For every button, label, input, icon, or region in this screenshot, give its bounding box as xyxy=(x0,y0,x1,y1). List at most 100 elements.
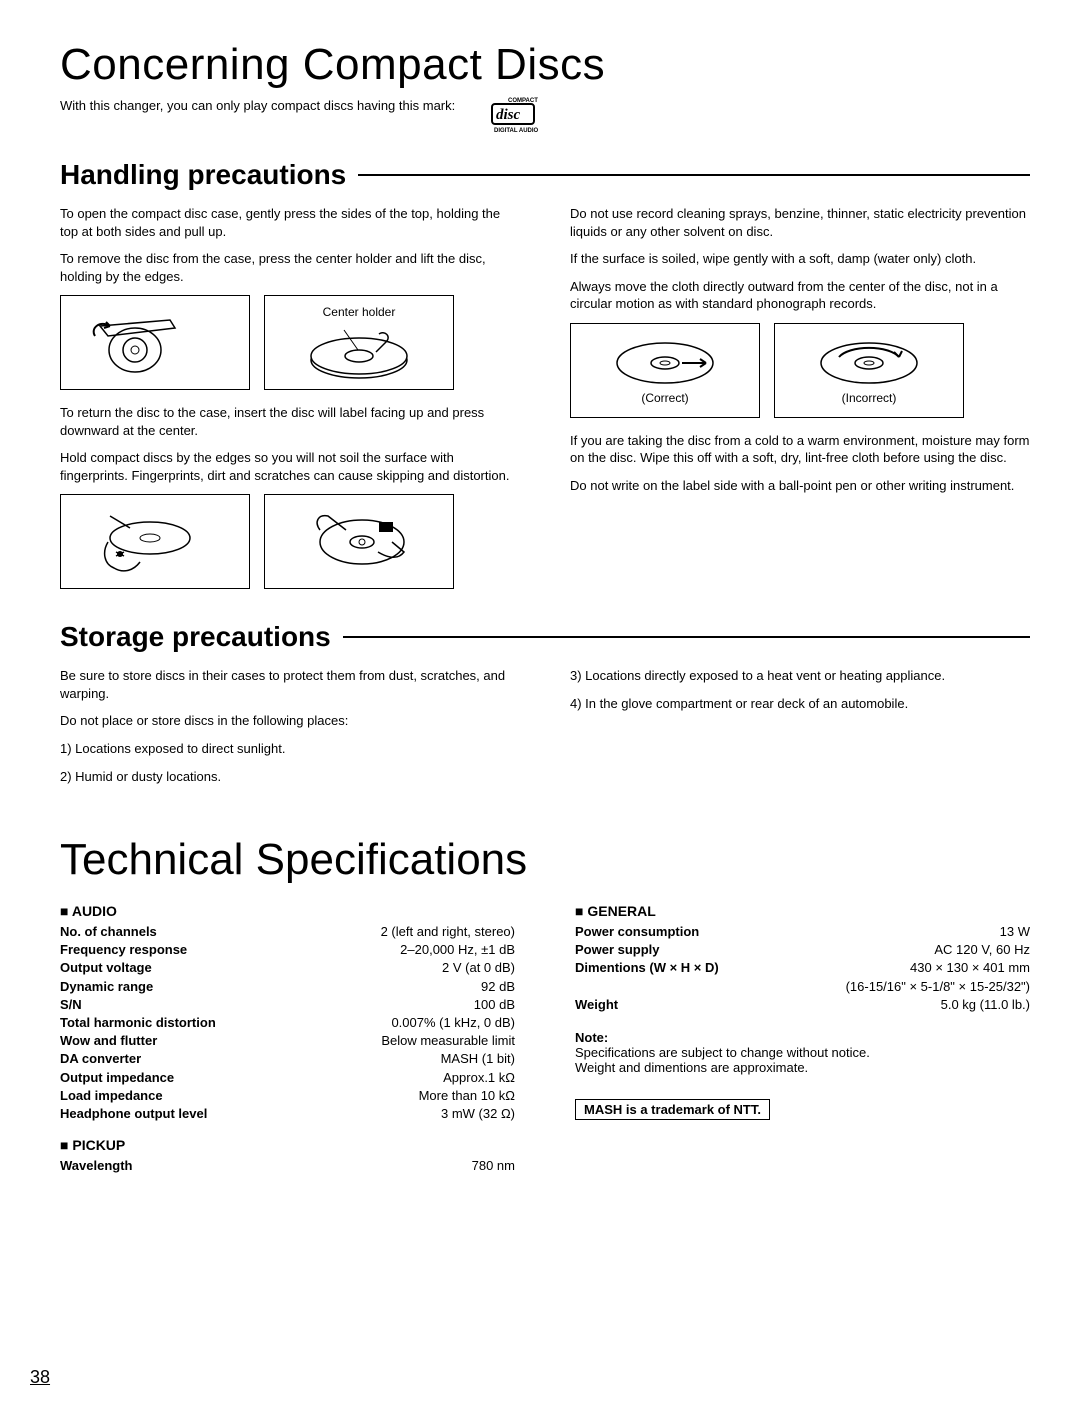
text: To open the compact disc case, gently pr… xyxy=(60,205,520,240)
storage-heading: Storage precautions xyxy=(60,621,331,653)
illustration-correct-wipe: (Correct) xyxy=(570,323,760,418)
spec-row: Headphone output level 3 mW (32 Ω) xyxy=(60,1105,515,1123)
spec-value: 780 nm xyxy=(472,1157,515,1175)
intro-row: With this changer, you can only play com… xyxy=(60,98,1030,139)
spec-value: MASH (1 bit) xyxy=(441,1050,515,1068)
storage-right-col: 3) Locations directly exposed to a heat … xyxy=(570,667,1030,795)
illustration-open-case xyxy=(60,295,250,390)
spec-value: 2 V (at 0 dB) xyxy=(442,959,515,977)
spec-row: S/N 100 dB xyxy=(60,996,515,1014)
illustration-row: (Correct) (Incorrect) xyxy=(570,323,1030,418)
spec-label: Output impedance xyxy=(60,1069,174,1087)
handling-columns: To open the compact disc case, gently pr… xyxy=(60,205,1030,603)
spec-value: 0.007% (1 kHz, 0 dB) xyxy=(391,1014,515,1032)
center-holder-label: Center holder xyxy=(323,304,396,320)
spec-label: DA converter xyxy=(60,1050,141,1068)
spec-label: Headphone output level xyxy=(60,1105,207,1123)
spec-label: Wow and flutter xyxy=(60,1032,157,1050)
spec-row: Output voltage 2 V (at 0 dB) xyxy=(60,959,515,977)
text: If the surface is soiled, wipe gently wi… xyxy=(570,250,1030,268)
trademark-box: MASH is a trademark of NTT. xyxy=(575,1099,770,1120)
spec-label: Wavelength xyxy=(60,1157,132,1175)
spec-label: S/N xyxy=(60,996,82,1014)
spec-row: (16-15/16" × 5-1/8" × 15-25/32") xyxy=(575,978,1030,996)
spec-label: Total harmonic distortion xyxy=(60,1014,216,1032)
spec-value: Approx.1 kΩ xyxy=(443,1069,515,1087)
spec-label: Power consumption xyxy=(575,923,699,941)
list-item: 2) Humid or dusty locations. xyxy=(60,768,520,786)
audio-heading: AUDIO xyxy=(60,903,515,919)
illustration-row: Center holder xyxy=(60,295,520,390)
text: Hold compact discs by the edges so you w… xyxy=(60,449,520,484)
svg-text:DIGITAL AUDIO: DIGITAL AUDIO xyxy=(494,128,539,134)
spec-value: 2 (left and right, stereo) xyxy=(381,923,515,941)
text: To return the disc to the case, insert t… xyxy=(60,404,520,439)
spec-row: Weight 5.0 kg (11.0 lb.) xyxy=(575,996,1030,1014)
spec-row: No. of channels 2 (left and right, stereo… xyxy=(60,923,515,941)
storage-header: Storage precautions xyxy=(60,621,1030,653)
spec-row: Dynamic range 92 dB xyxy=(60,978,515,996)
text: Do not write on the label side with a ba… xyxy=(570,477,1030,495)
page-title: Concerning Compact Discs xyxy=(60,40,1030,90)
spec-value: 92 dB xyxy=(481,978,515,996)
svg-text:disc: disc xyxy=(496,107,521,123)
storage-left-col: Be sure to store discs in their cases to… xyxy=(60,667,520,795)
spec-value: 3 mW (32 Ω) xyxy=(441,1105,515,1123)
text: Do not place or store discs in the follo… xyxy=(60,712,520,730)
list-item: 1) Locations exposed to direct sunlight. xyxy=(60,740,520,758)
spec-row: Wow and flutter Below measurable limit xyxy=(60,1032,515,1050)
handling-right-col: Do not use record cleaning sprays, benzi… xyxy=(570,205,1030,603)
spec-row: Total harmonic distortion 0.007% (1 kHz, … xyxy=(60,1014,515,1032)
spec-row: Load impedanceMore than 10 kΩ xyxy=(60,1087,515,1105)
spec-label: Weight xyxy=(575,996,618,1014)
spec-label: Dynamic range xyxy=(60,978,153,996)
spec-row: Power consumption13 W xyxy=(575,923,1030,941)
spec-row: DA converter MASH (1 bit) xyxy=(60,1050,515,1068)
correct-label: (Correct) xyxy=(641,390,688,406)
spec-value: Below measurable limit xyxy=(381,1032,515,1050)
spec-label: No. of channels xyxy=(60,923,157,941)
spec-label: Dimentions (W × H × D) xyxy=(575,959,719,977)
note-block: Note: Specifications are subject to chan… xyxy=(575,1030,1030,1075)
spec-row: Output impedance Approx.1 kΩ xyxy=(60,1069,515,1087)
handling-left-col: To open the compact disc case, gently pr… xyxy=(60,205,520,603)
general-heading: GENERAL xyxy=(575,903,1030,919)
text: To remove the disc from the case, press … xyxy=(60,250,520,285)
spec-value: More than 10 kΩ xyxy=(419,1087,515,1105)
spec-right-col: GENERAL Power consumption13 WPower suppl… xyxy=(575,895,1030,1175)
storage-columns: Be sure to store discs in their cases to… xyxy=(60,667,1030,795)
handling-header: Handling precautions xyxy=(60,159,1030,191)
text: Do not use record cleaning sprays, benzi… xyxy=(570,205,1030,240)
incorrect-label: (Incorrect) xyxy=(842,390,897,406)
list-item: 3) Locations directly exposed to a heat … xyxy=(570,667,1030,685)
spec-label: Output voltage xyxy=(60,959,152,977)
spec-value: (16-15/16" × 5-1/8" × 15-25/32") xyxy=(846,978,1030,996)
rule xyxy=(343,636,1030,638)
spec-row: Wavelength 780 nm xyxy=(60,1157,515,1175)
pickup-heading: PICKUP xyxy=(60,1137,515,1153)
illustration-hold-center xyxy=(264,494,454,589)
text: If you are taking the disc from a cold t… xyxy=(570,432,1030,467)
tech-title: Technical Specifications xyxy=(60,835,1030,885)
intro-text: With this changer, you can only play com… xyxy=(60,98,460,113)
illustration-center-holder: Center holder xyxy=(264,295,454,390)
page-number: 38 xyxy=(30,1367,50,1388)
note-title: Note: xyxy=(575,1030,1030,1045)
spec-row: Power supply AC 120 V, 60 Hz xyxy=(575,941,1030,959)
note-text: Weight and dimentions are approximate. xyxy=(575,1060,1030,1075)
spec-columns: AUDIO No. of channels 2 (left and right, … xyxy=(60,895,1030,1175)
spec-value: AC 120 V, 60 Hz xyxy=(934,941,1030,959)
note-text: Specifications are subject to change wit… xyxy=(575,1045,1030,1060)
list-item: 4) In the glove compartment or rear deck… xyxy=(570,695,1030,713)
rule xyxy=(358,174,1030,176)
text: Be sure to store discs in their cases to… xyxy=(60,667,520,702)
spec-value: 5.0 kg (11.0 lb.) xyxy=(941,996,1030,1014)
spec-value: 430 × 130 × 401 mm xyxy=(910,959,1030,977)
spec-row: Dimentions (W × H × D) 430 × 130 × 401 mm xyxy=(575,959,1030,977)
illustration-hold-edges xyxy=(60,494,250,589)
spec-label: Power supply xyxy=(575,941,660,959)
spec-value: 100 dB xyxy=(474,996,515,1014)
text: Always move the cloth directly outward f… xyxy=(570,278,1030,313)
spec-value: 2–20,000 Hz, ±1 dB xyxy=(400,941,515,959)
compact-disc-logo: COMPACT disc DIGITAL AUDIO xyxy=(490,94,546,139)
